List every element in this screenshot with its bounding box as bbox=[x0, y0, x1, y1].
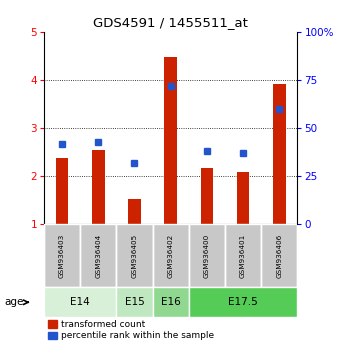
Text: GSM936403: GSM936403 bbox=[59, 234, 65, 278]
Bar bbox=[200, 167, 213, 224]
Bar bbox=[273, 84, 286, 224]
Text: E15: E15 bbox=[125, 297, 144, 307]
Text: GSM936401: GSM936401 bbox=[240, 234, 246, 278]
Title: GDS4591 / 1455511_at: GDS4591 / 1455511_at bbox=[93, 16, 248, 29]
Bar bbox=[237, 172, 249, 224]
Legend: transformed count, percentile rank within the sample: transformed count, percentile rank withi… bbox=[48, 320, 214, 341]
Bar bbox=[189, 224, 225, 287]
Text: E17.5: E17.5 bbox=[228, 297, 258, 307]
Text: age: age bbox=[4, 297, 24, 307]
Bar bbox=[261, 224, 297, 287]
Bar bbox=[189, 287, 297, 317]
Text: GSM936404: GSM936404 bbox=[95, 234, 101, 278]
Bar bbox=[44, 287, 116, 317]
Bar bbox=[225, 224, 261, 287]
Text: GSM936400: GSM936400 bbox=[204, 234, 210, 278]
Bar bbox=[80, 224, 116, 287]
Bar bbox=[56, 158, 68, 224]
Bar bbox=[44, 224, 80, 287]
Bar bbox=[92, 150, 104, 224]
Text: E14: E14 bbox=[70, 297, 90, 307]
Bar bbox=[164, 57, 177, 224]
Bar bbox=[152, 224, 189, 287]
Text: E16: E16 bbox=[161, 297, 180, 307]
Bar bbox=[116, 287, 152, 317]
Text: GSM936405: GSM936405 bbox=[131, 234, 138, 278]
Text: GSM936402: GSM936402 bbox=[168, 234, 174, 278]
Bar bbox=[128, 199, 141, 224]
Bar bbox=[116, 224, 152, 287]
Bar bbox=[152, 287, 189, 317]
Text: GSM936406: GSM936406 bbox=[276, 234, 282, 278]
